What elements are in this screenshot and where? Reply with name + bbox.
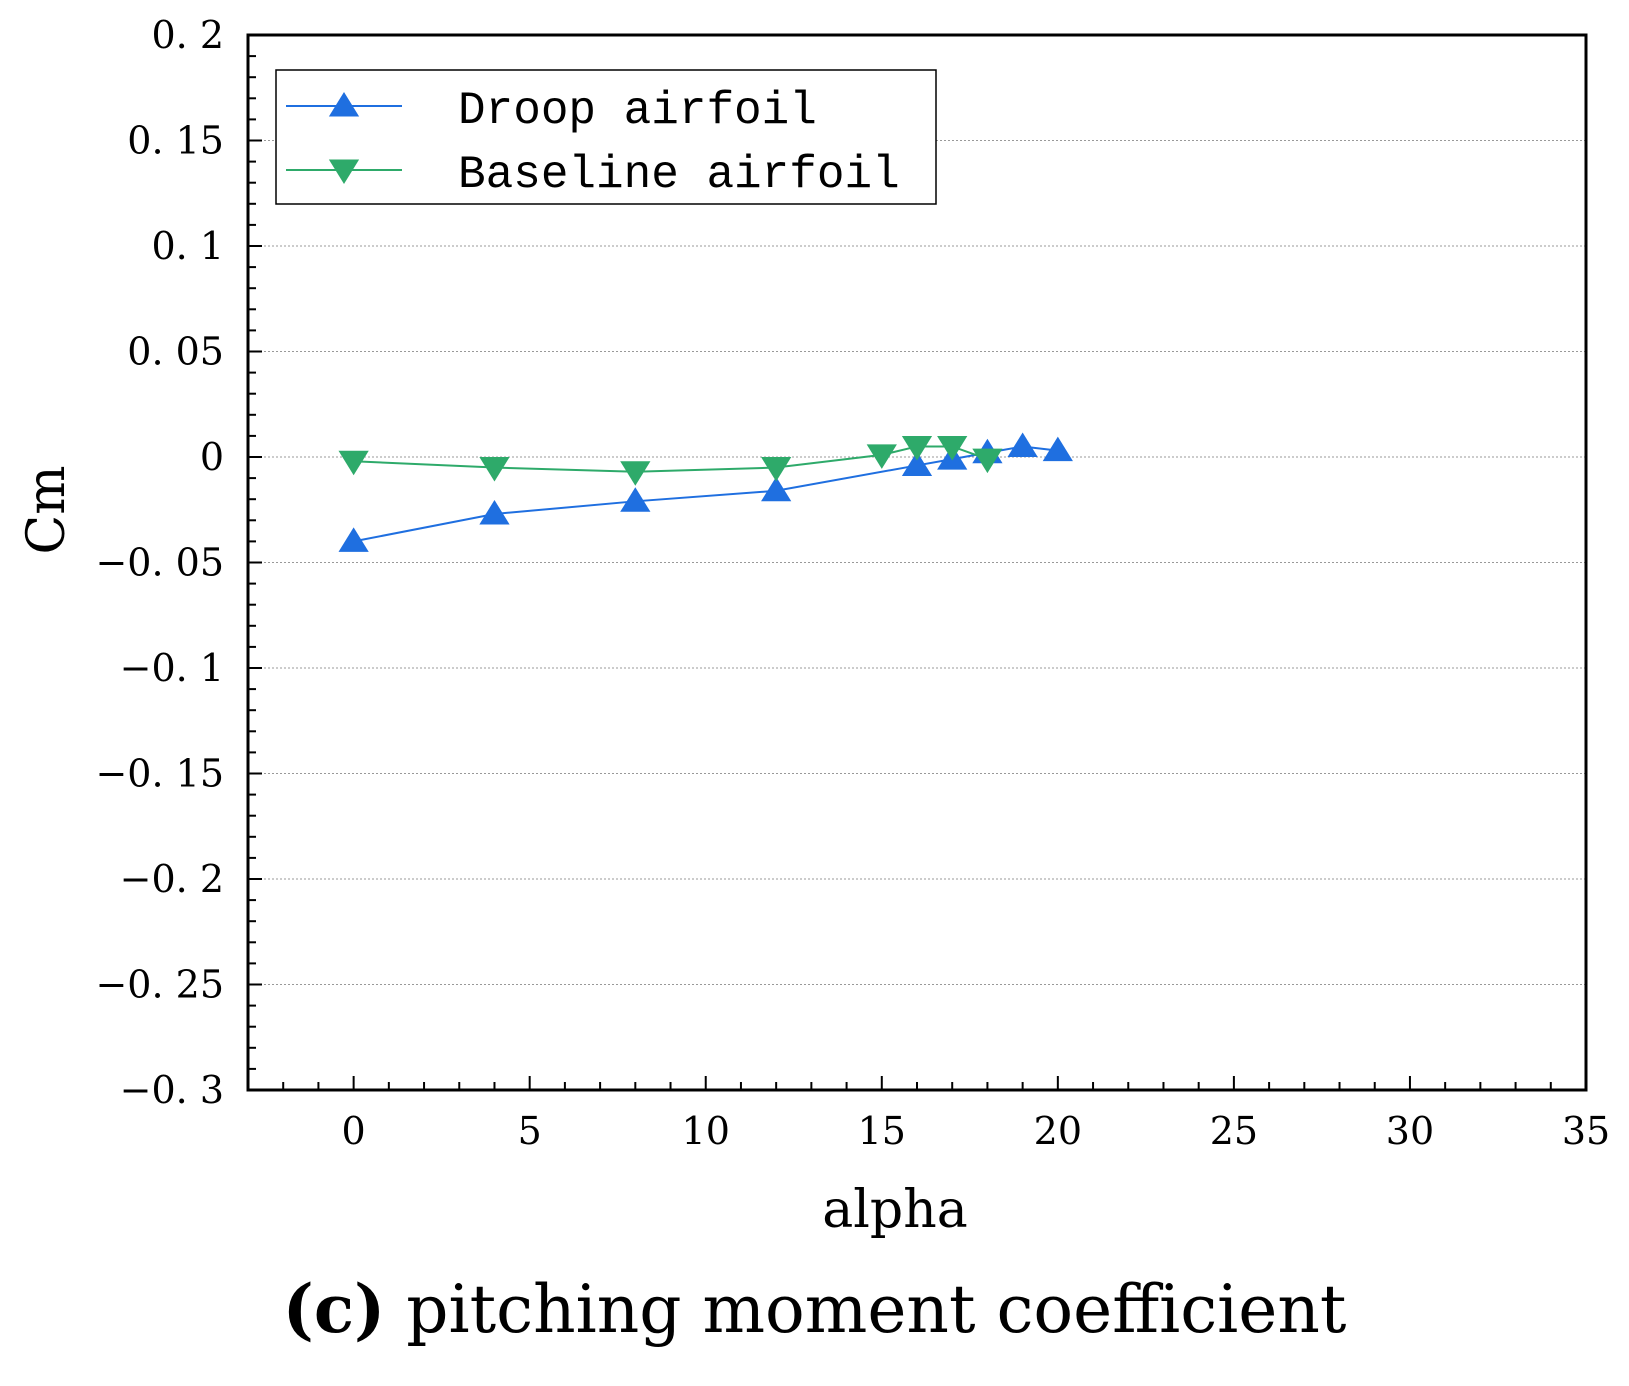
legend: Droop airfoil Baseline airfoil xyxy=(275,69,937,205)
y-tick-label: 0 xyxy=(200,435,224,479)
x-tick-label: 20 xyxy=(1034,1109,1082,1153)
data-point-baseline xyxy=(901,435,933,461)
y-tick-label: 0. 05 xyxy=(127,330,224,374)
y-tick-labels: 0. 2 0. 15 0. 1 0. 05 0 −0. 05 −0. 1 −0. 15 −0. … xyxy=(95,13,224,1112)
data-point-baseline xyxy=(479,457,510,482)
x-tick-label: 25 xyxy=(1210,1109,1258,1153)
x-tick-label: 10 xyxy=(682,1109,730,1153)
data-point-droop xyxy=(1007,432,1038,457)
legend-box xyxy=(275,69,937,205)
x-tick-label: 5 xyxy=(518,1109,542,1153)
y-tick-label: −0. 05 xyxy=(95,541,224,585)
data-point-droop xyxy=(1042,436,1073,462)
data-point-droop xyxy=(761,476,792,502)
legend-label-droop: Droop airfoil xyxy=(458,85,817,137)
y-tick-label: −0. 15 xyxy=(95,752,224,796)
chart: 0 5 10 15 20 25 30 35 0. 2 0. 15 0. 1 0. 05 0 −0. 05… xyxy=(17,13,1611,1240)
data-point-droop xyxy=(338,527,369,552)
y-tick-label: −0. 3 xyxy=(120,1068,224,1112)
y-tick-label: 0. 2 xyxy=(151,13,224,57)
y-tick-label: −0. 1 xyxy=(120,646,224,690)
caption-letter: (c) xyxy=(282,1270,386,1348)
series-layer xyxy=(338,432,1073,552)
data-point-baseline xyxy=(338,450,369,476)
x-tick-label: 35 xyxy=(1562,1109,1610,1153)
data-point-droop xyxy=(901,451,933,476)
x-tick-label: 15 xyxy=(858,1109,906,1153)
y-tick-label: 0. 15 xyxy=(127,119,224,163)
caption-text: pitching moment coefficient xyxy=(385,1271,1347,1348)
figure-caption: (c) pitching moment coefficient xyxy=(0,1270,1629,1348)
y-tick-label: −0. 2 xyxy=(120,857,224,901)
data-point-baseline xyxy=(761,457,792,482)
data-point-baseline xyxy=(937,435,968,461)
x-tick-labels: 0 5 10 15 20 25 30 35 xyxy=(342,1109,1611,1153)
data-point-droop xyxy=(620,487,651,512)
legend-label-baseline: Baseline airfoil xyxy=(458,149,900,201)
data-point-baseline xyxy=(620,461,651,486)
x-axis-title: alpha xyxy=(822,1180,967,1240)
data-point-droop xyxy=(479,499,510,525)
data-point-baseline xyxy=(972,448,1003,474)
plot-frame xyxy=(246,33,1588,1092)
legend-marker-baseline xyxy=(328,159,360,184)
y-axis-title: Cm xyxy=(17,465,77,554)
x-tick-label: 30 xyxy=(1386,1109,1434,1153)
y-tick-label: 0. 1 xyxy=(151,224,224,268)
data-point-baseline xyxy=(866,444,897,469)
y-tick-label: −0. 25 xyxy=(95,963,224,1007)
x-tick-label: 0 xyxy=(342,1109,366,1153)
grid-lines xyxy=(248,140,1586,985)
legend-marker-droop xyxy=(328,92,360,117)
